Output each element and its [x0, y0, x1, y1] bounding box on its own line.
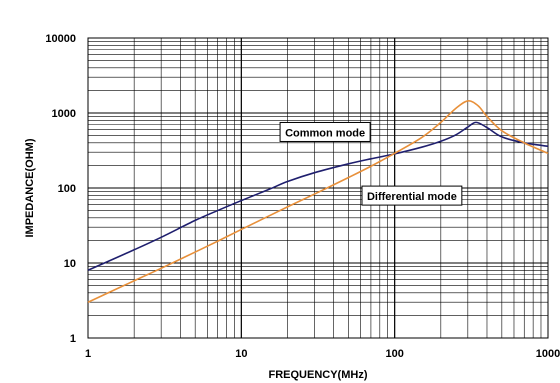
x-tick-label: 1	[85, 348, 91, 360]
annotation-box: Common mode	[279, 121, 371, 142]
grid	[87, 37, 549, 339]
y-tick-label: 100	[58, 183, 76, 195]
y-tick-label: 10000	[45, 33, 76, 45]
tick-labels: 1 10 100 1000 1 10 100 1000 10000	[45, 33, 560, 360]
x-axis-label: FREQUENCY(MHz)	[269, 369, 368, 381]
x-tick-label: 10	[235, 348, 247, 360]
y-tick-label: 10	[64, 258, 76, 270]
x-tick-label: 1000	[536, 348, 560, 360]
y-tick-label: 1000	[52, 108, 76, 120]
annotation-differential-mode: Differential mode	[367, 191, 457, 203]
series-layer	[87, 100, 549, 303]
annotation-frame	[361, 185, 463, 206]
x-tick-label: 100	[385, 348, 403, 360]
plot-frame	[87, 37, 549, 339]
annotation-frame	[279, 121, 371, 142]
series-line-differential-mode	[87, 100, 549, 303]
y-tick-label: 1	[70, 333, 76, 345]
annotations: Common mode Differential mode	[279, 121, 463, 206]
annotation-common-mode: Common mode	[285, 127, 365, 139]
y-axis-label: IMPEDANCE(OHM)	[24, 138, 36, 237]
annotation-box: Differential mode	[361, 185, 463, 206]
series-line-common-mode	[87, 121, 549, 271]
